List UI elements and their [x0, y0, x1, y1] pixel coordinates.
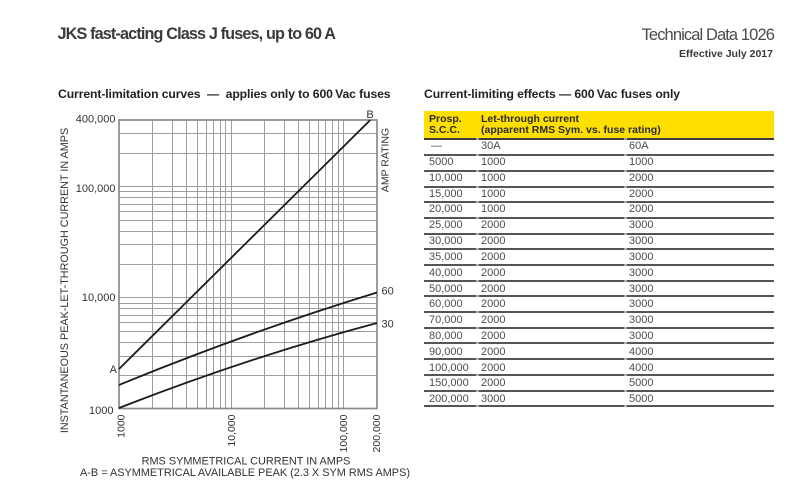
svg-text:RMS SYMMETRICAL CURRENT IN AMP: RMS SYMMETRICAL CURRENT IN AMPS [142, 456, 351, 468]
svg-text:B: B [366, 109, 373, 121]
svg-text:A: A [110, 364, 118, 376]
svg-text:60: 60 [382, 286, 394, 298]
svg-text:200,000: 200,000 [371, 414, 383, 452]
svg-text:A-B = ASYMMETRICAL AVAILABLE P: A-B = ASYMMETRICAL AVAILABLE PEAK (2.3 X… [80, 467, 410, 479]
svg-text:100,000: 100,000 [76, 183, 116, 195]
svg-text:10,000: 10,000 [82, 292, 116, 304]
svg-text:400,000: 400,000 [76, 114, 116, 126]
svg-text:100,000: 100,000 [338, 414, 350, 452]
svg-text:30: 30 [382, 319, 394, 331]
svg-text:1000: 1000 [89, 405, 113, 417]
svg-text:10,000: 10,000 [226, 414, 238, 446]
svg-text:1000: 1000 [116, 414, 128, 438]
svg-text:AMP RATING: AMP RATING [380, 128, 392, 192]
svg-text:INSTANTANEOUS PEAK-LET-THROUGH: INSTANTANEOUS PEAK-LET-THROUGH CURRENT I… [59, 128, 71, 433]
